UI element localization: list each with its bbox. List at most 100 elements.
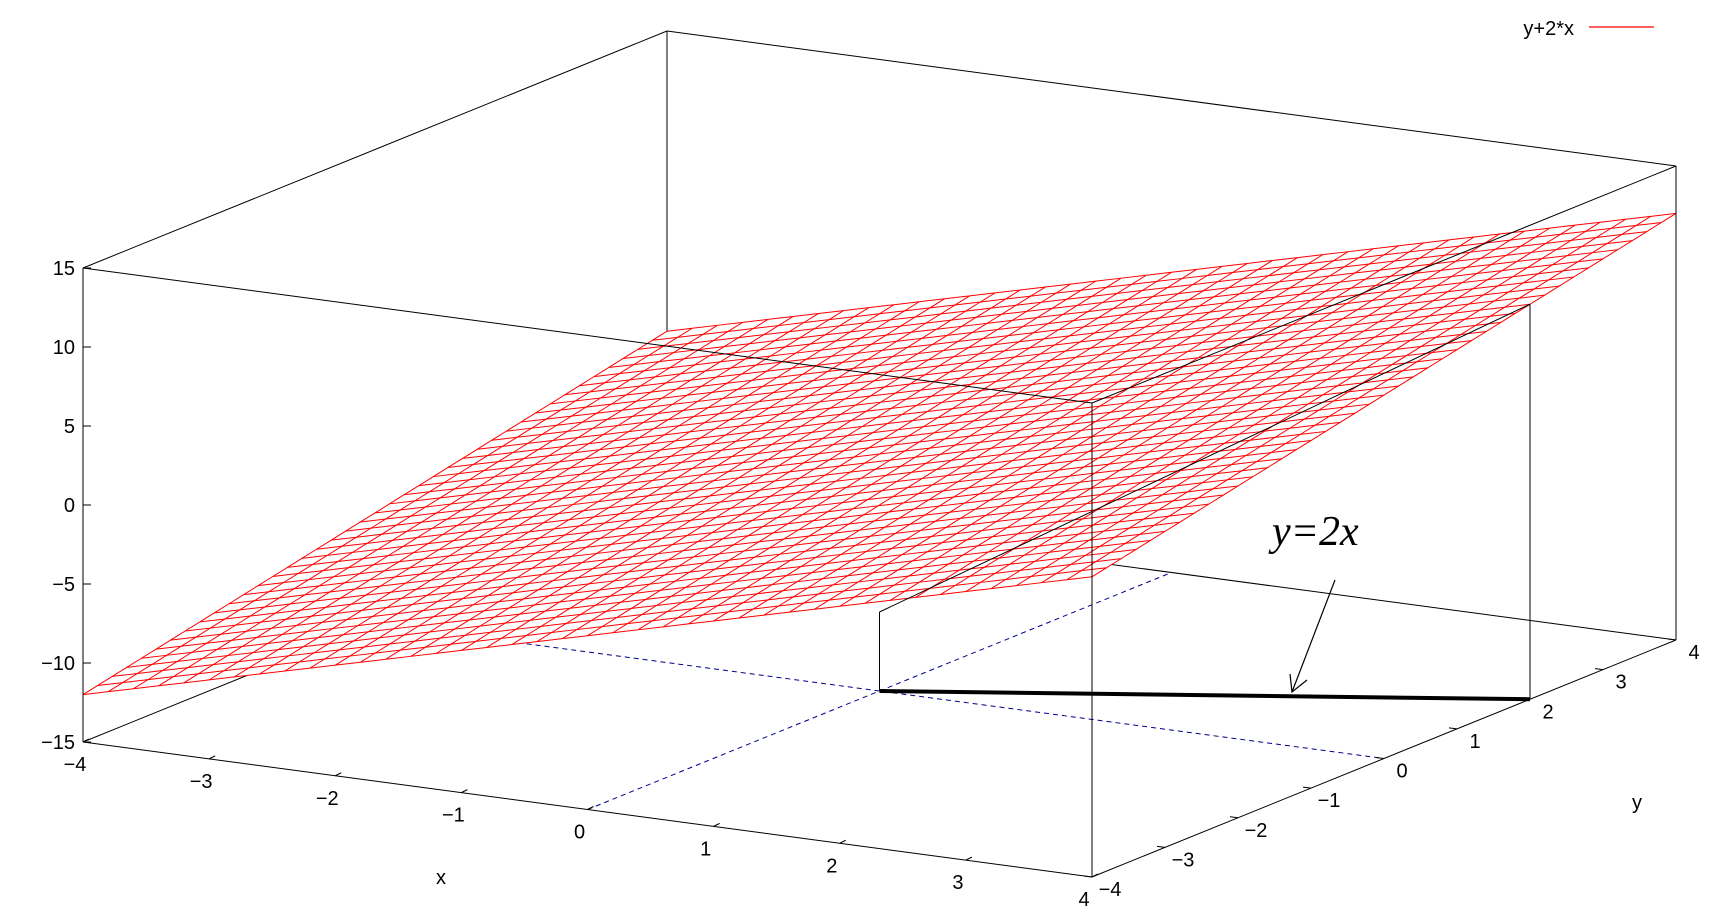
y-tick-label: −4 <box>1099 879 1122 901</box>
x-tick <box>965 856 973 861</box>
mesh-line-y <box>608 249 1618 369</box>
x-tick-label: −1 <box>442 805 465 827</box>
mesh-line-y <box>477 331 1487 450</box>
mesh-line-x <box>1041 218 1626 584</box>
mesh-line-x <box>789 248 1374 613</box>
mesh-line-y <box>652 221 1662 341</box>
mesh-line-y <box>374 394 1385 514</box>
mesh-line-y <box>506 312 1516 432</box>
x-tick-label: −3 <box>190 771 213 793</box>
y-tick-label: −2 <box>1245 820 1268 842</box>
mesh-line-x <box>688 260 1273 625</box>
mesh-line-x <box>713 257 1298 622</box>
z-tick-label: 15 <box>53 258 75 280</box>
mesh-line-x <box>662 263 1248 628</box>
legend-label: y+2*x <box>1523 18 1574 40</box>
x-tick <box>461 789 468 794</box>
x-tick-label: 2 <box>826 855 837 877</box>
mesh-line-y <box>462 340 1472 459</box>
x-tick <box>839 839 846 844</box>
x-tick <box>587 806 594 810</box>
y-tick <box>1594 668 1604 671</box>
y-tick-label: 3 <box>1615 672 1626 694</box>
y-tick-label: 0 <box>1396 761 1407 783</box>
annotation-text: y=2x <box>1268 509 1359 555</box>
mesh-line-y <box>491 321 1501 441</box>
y-tick-label: 1 <box>1469 731 1480 753</box>
y-tick <box>1229 816 1239 819</box>
mesh-line-y <box>550 285 1560 405</box>
mesh-line-y <box>418 367 1428 487</box>
mesh-line-y <box>666 212 1677 332</box>
mesh-line-y <box>520 303 1531 423</box>
y-tick <box>1521 697 1531 700</box>
mesh-line-y <box>433 358 1443 478</box>
z-tick-label: 0 <box>64 495 75 517</box>
mesh-line-y <box>623 240 1633 359</box>
y-tick <box>1375 757 1385 759</box>
y-tick <box>1448 727 1458 730</box>
x-tick-label: 0 <box>574 822 585 844</box>
x-tick <box>1091 873 1099 878</box>
mesh-line-x <box>763 251 1349 616</box>
mesh-line-x <box>990 224 1576 590</box>
annotation-arrow <box>1289 579 1336 694</box>
mesh-line-x <box>1016 221 1601 587</box>
z-tick-label: −15 <box>41 732 75 754</box>
mesh-line-x <box>864 239 1450 604</box>
mesh-line-x <box>1066 215 1652 581</box>
mesh-line-y <box>535 294 1545 414</box>
y-tick-label: 2 <box>1542 701 1553 723</box>
x-tick-label: −4 <box>64 754 87 776</box>
mesh-line-x <box>915 233 1500 598</box>
x-tick <box>82 738 90 743</box>
legend: y+2*x <box>1523 18 1654 40</box>
surface-line <box>879 303 1531 613</box>
x-tick <box>208 755 216 760</box>
mesh-line-x <box>637 265 1223 631</box>
z-tick-label: −10 <box>41 653 75 675</box>
mesh-line-x <box>889 236 1475 601</box>
box-edge-top-front <box>82 267 1093 404</box>
z-tick-label: 10 <box>53 337 75 359</box>
mesh-line-y <box>579 267 1589 387</box>
x-tick-label: 1 <box>700 838 711 860</box>
mesh-line-y <box>404 376 1414 496</box>
y-axis-label: y <box>1632 792 1642 814</box>
x-tick-label: −2 <box>316 788 339 810</box>
y-tick <box>1083 875 1093 878</box>
y-tick <box>1302 786 1312 789</box>
mesh-line-y <box>637 231 1647 350</box>
mesh-line-y <box>447 349 1458 468</box>
mesh-line-x <box>738 254 1324 619</box>
y-tick-label: 4 <box>1688 642 1699 664</box>
mesh-line-x <box>814 245 1399 610</box>
x-tick-label: 3 <box>952 872 963 894</box>
box-edge-top-left <box>82 30 668 269</box>
mesh-line-x <box>612 268 1197 634</box>
x-tick <box>335 772 342 777</box>
mesh-line-y <box>593 258 1604 378</box>
front-layer <box>82 30 1677 878</box>
base-line-y-2x <box>879 689 1531 702</box>
mesh-line-x <box>839 242 1425 607</box>
surface-mesh <box>82 212 1677 696</box>
mesh-line-y <box>389 385 1399 505</box>
y-tick-label: −1 <box>1318 790 1341 812</box>
z-tick-label: −5 <box>52 574 75 596</box>
y-tick-label: −3 <box>1172 849 1195 871</box>
box-edge-top-back <box>666 30 1677 167</box>
mesh-line-x <box>940 230 1525 595</box>
mesh-line-y <box>564 276 1574 396</box>
mesh-line-x <box>965 227 1551 592</box>
x-axis-label: x <box>436 867 446 889</box>
x-tick <box>713 822 720 827</box>
y-tick <box>1667 638 1677 641</box>
y-tick <box>1156 845 1166 848</box>
mesh-line-x <box>1091 212 1677 578</box>
x-tick-label: 4 <box>1078 889 1089 911</box>
box-edge-top-right <box>1091 165 1677 404</box>
z-tick-label: 5 <box>64 416 75 438</box>
